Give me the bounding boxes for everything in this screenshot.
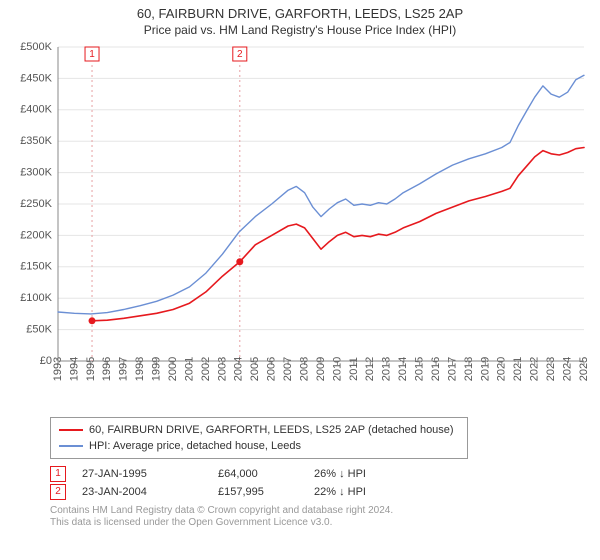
event-badge: 1 <box>50 466 66 482</box>
svg-text:2001: 2001 <box>183 357 195 381</box>
svg-text:2013: 2013 <box>381 357 393 381</box>
svg-text:2003: 2003 <box>216 357 228 381</box>
svg-text:£250K: £250K <box>20 198 52 210</box>
credit-text: Contains HM Land Registry data © Crown c… <box>50 505 590 529</box>
svg-text:2004: 2004 <box>233 357 245 381</box>
svg-text:2020: 2020 <box>496 357 508 381</box>
event-date: 23-JAN-2004 <box>82 486 202 498</box>
event-date: 27-JAN-1995 <box>82 468 202 480</box>
svg-text:£350K: £350K <box>20 135 52 147</box>
svg-text:2000: 2000 <box>167 357 179 381</box>
svg-text:1994: 1994 <box>68 357 80 381</box>
credit-line2: This data is licensed under the Open Gov… <box>50 517 590 529</box>
svg-text:£50K: £50K <box>26 324 52 336</box>
event-row: 1 27-JAN-1995 £64,000 26% ↓ HPI <box>50 465 590 483</box>
legend: 60, FAIRBURN DRIVE, GARFORTH, LEEDS, LS2… <box>50 417 468 459</box>
legend-swatch <box>59 429 83 431</box>
svg-text:2025: 2025 <box>578 357 590 381</box>
price-chart: £0 £50K £100K £150K £200K £250K £300K £350K £400… <box>10 41 590 411</box>
chart-svg: £0 £50K £100K £150K £200K £250K £300K £350K £400… <box>10 41 590 411</box>
svg-text:£450K: £450K <box>20 72 52 84</box>
svg-text:2022: 2022 <box>529 357 541 381</box>
event-hpi: 26% ↓ HPI <box>314 468 404 480</box>
legend-swatch <box>59 445 83 447</box>
svg-text:2014: 2014 <box>397 357 409 381</box>
svg-text:£150K: £150K <box>20 261 52 273</box>
svg-text:2005: 2005 <box>249 357 261 381</box>
chart-title-line2: Price paid vs. HM Land Registry's House … <box>10 23 590 37</box>
svg-text:2010: 2010 <box>331 357 343 381</box>
events-table: 1 27-JAN-1995 £64,000 26% ↓ HPI 2 23-JAN-2004… <box>50 465 590 501</box>
svg-text:2024: 2024 <box>561 357 573 381</box>
svg-text:1995: 1995 <box>85 357 97 381</box>
svg-text:2006: 2006 <box>266 357 278 381</box>
event-row: 2 23-JAN-2004 £157,995 22% ↓ HPI <box>50 483 590 501</box>
svg-text:2015: 2015 <box>414 357 426 381</box>
legend-label: HPI: Average price, detached house, Leed… <box>89 438 301 454</box>
svg-text:2002: 2002 <box>200 357 212 381</box>
legend-item: 60, FAIRBURN DRIVE, GARFORTH, LEEDS, LS2… <box>59 422 459 438</box>
svg-text:2: 2 <box>237 49 243 60</box>
svg-text:2017: 2017 <box>446 357 458 381</box>
svg-text:£500K: £500K <box>20 41 52 53</box>
svg-text:2018: 2018 <box>463 357 475 381</box>
svg-text:£200K: £200K <box>20 229 52 241</box>
event-badge: 2 <box>50 484 66 500</box>
svg-text:2008: 2008 <box>298 357 310 381</box>
event-price: £64,000 <box>218 468 298 480</box>
svg-text:1997: 1997 <box>118 357 130 381</box>
svg-text:1998: 1998 <box>134 357 146 381</box>
svg-text:2016: 2016 <box>430 357 442 381</box>
event-price: £157,995 <box>218 486 298 498</box>
credit-line1: Contains HM Land Registry data © Crown c… <box>50 505 590 517</box>
svg-text:2009: 2009 <box>315 357 327 381</box>
svg-text:£0: £0 <box>40 355 52 367</box>
legend-item: HPI: Average price, detached house, Leed… <box>59 438 459 454</box>
chart-title-line1: 60, FAIRBURN DRIVE, GARFORTH, LEEDS, LS2… <box>10 6 590 21</box>
svg-text:2019: 2019 <box>479 357 491 381</box>
svg-text:1999: 1999 <box>151 357 163 381</box>
svg-text:£400K: £400K <box>20 104 52 116</box>
svg-text:2023: 2023 <box>545 357 557 381</box>
svg-text:£300K: £300K <box>20 167 52 179</box>
event-hpi: 22% ↓ HPI <box>314 486 404 498</box>
legend-label: 60, FAIRBURN DRIVE, GARFORTH, LEEDS, LS2… <box>89 422 454 438</box>
svg-text:£100K: £100K <box>20 292 52 304</box>
svg-text:1: 1 <box>89 49 95 60</box>
svg-text:1996: 1996 <box>101 357 113 381</box>
svg-text:2012: 2012 <box>364 357 376 381</box>
svg-text:2007: 2007 <box>282 357 294 381</box>
svg-text:2021: 2021 <box>512 357 524 381</box>
